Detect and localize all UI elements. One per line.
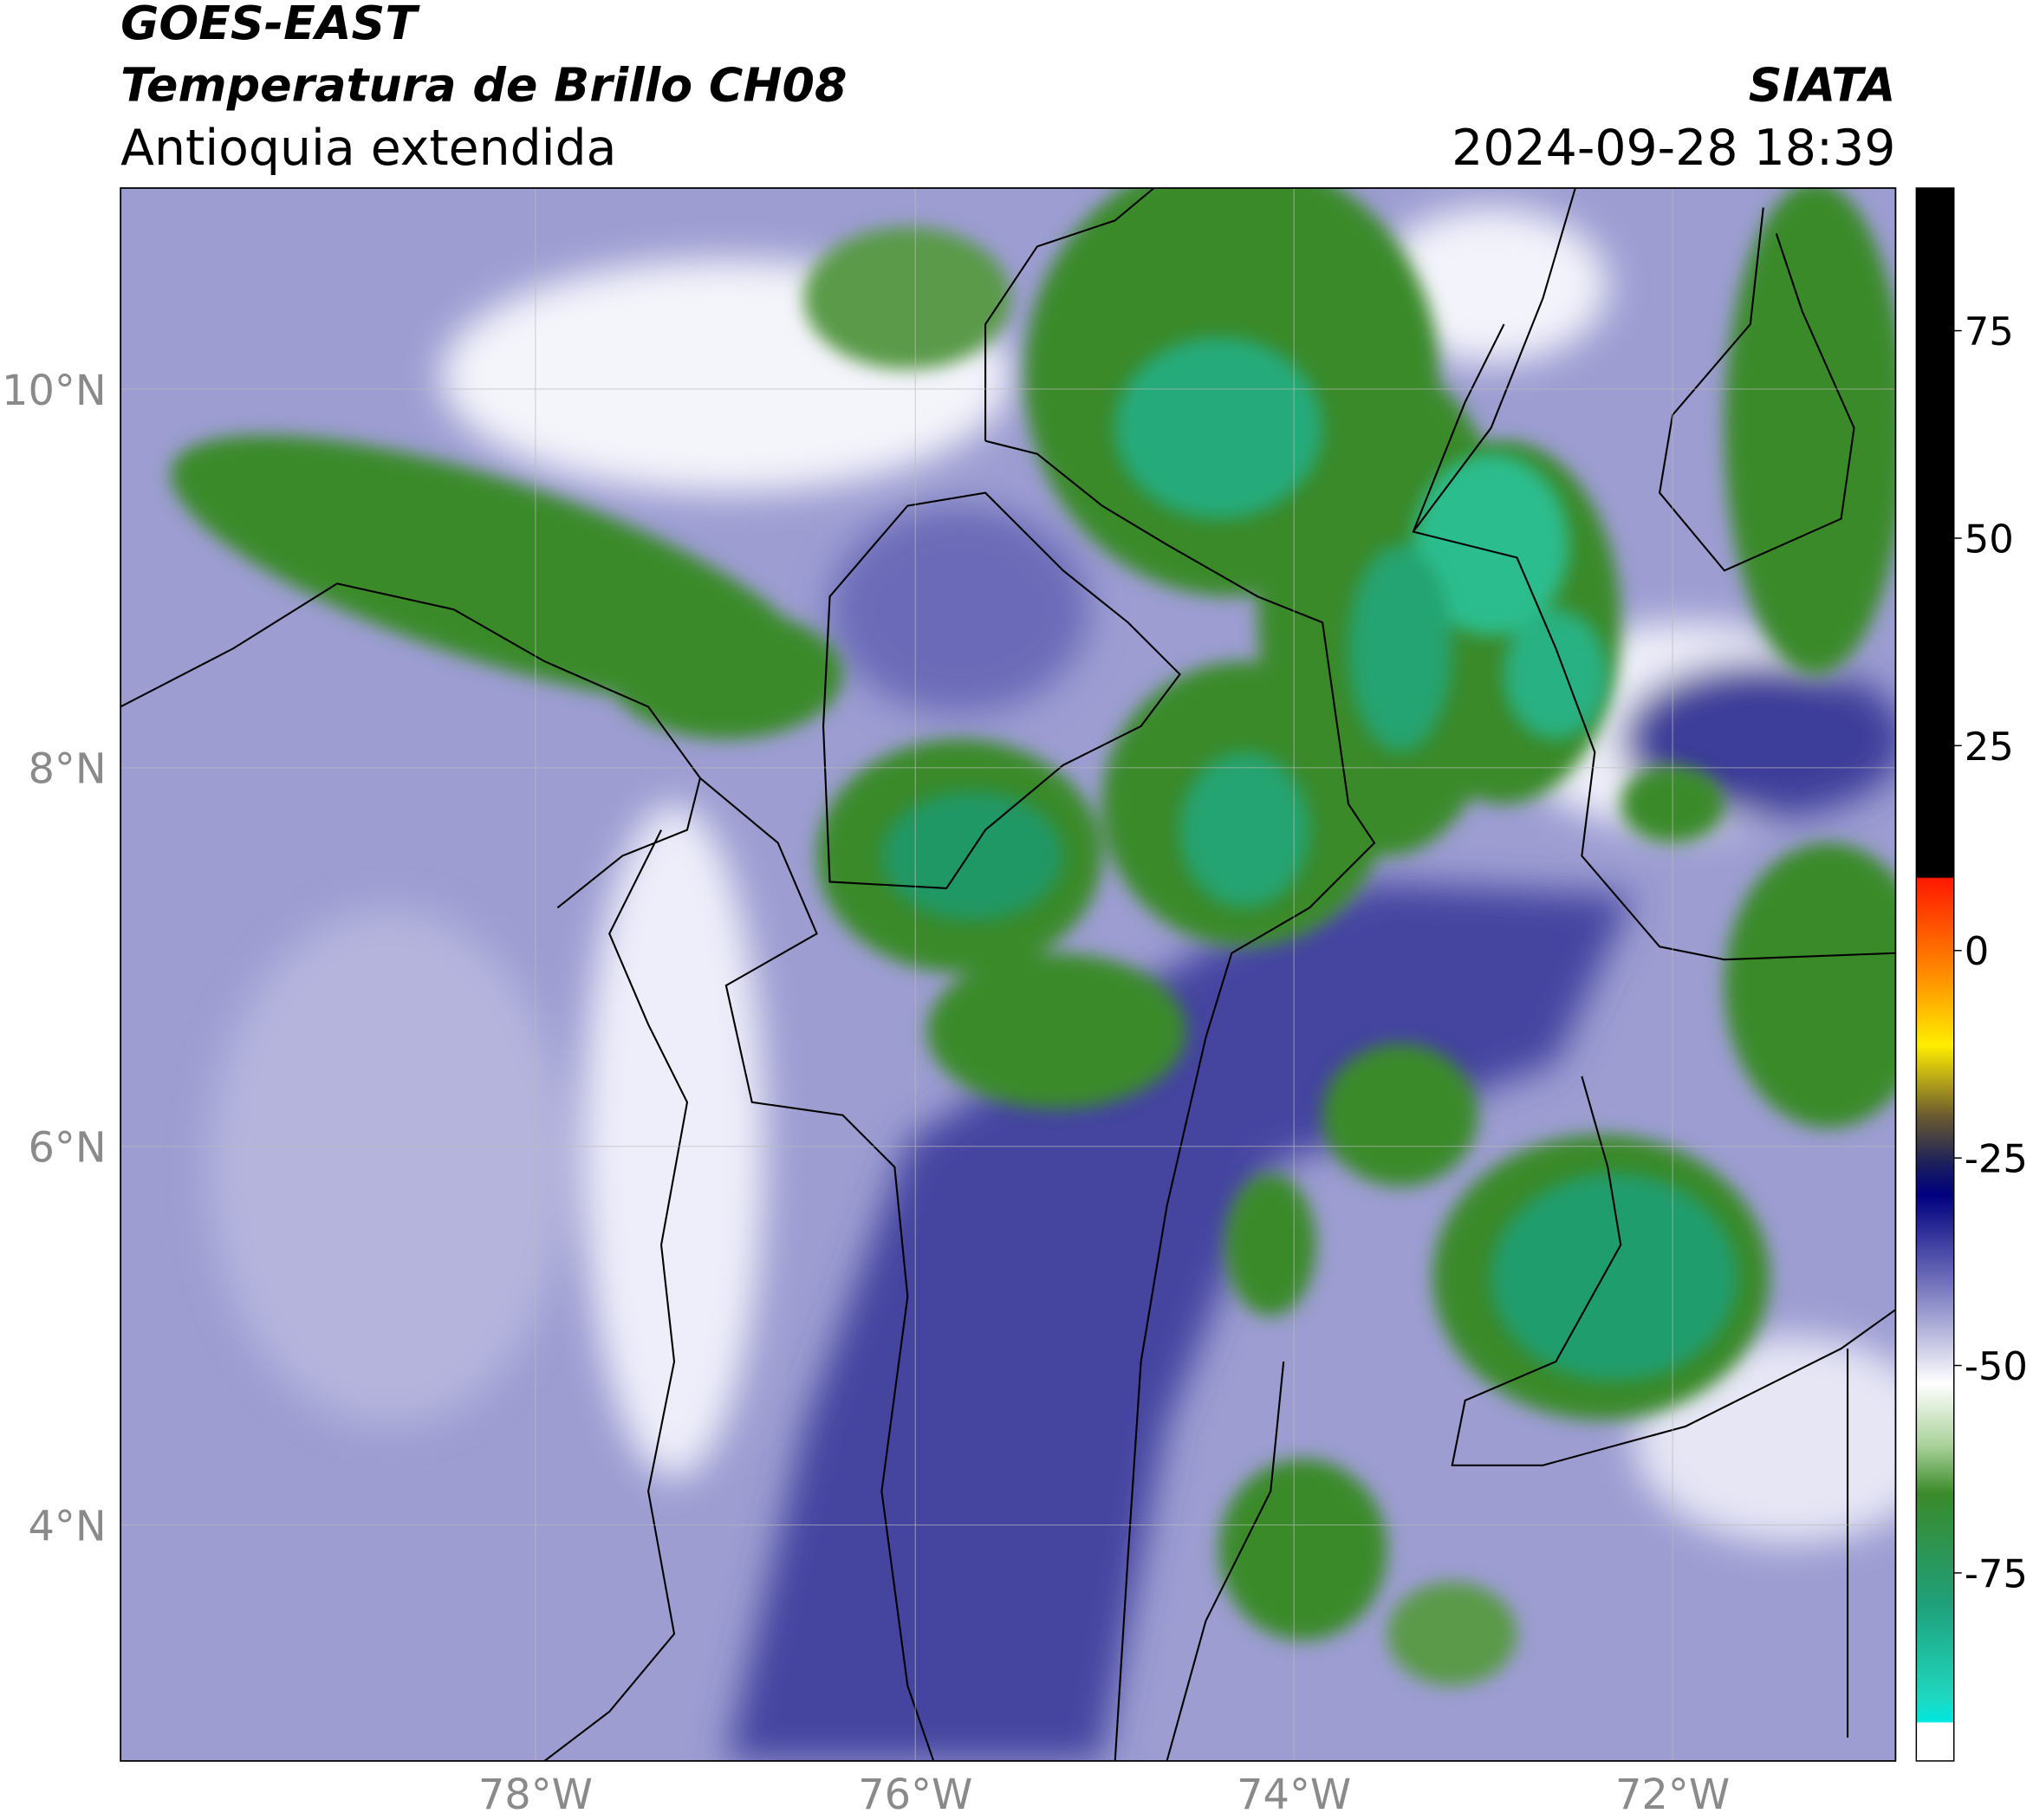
title-1: GOES-EAST — [120, 0, 420, 50]
colorbar: 75 50 25 0 -25 -50 -75 — [1915, 187, 2028, 1762]
datetime: 2024-09-28 18:39 — [1452, 120, 1895, 177]
colorbar-label: -25 — [1965, 1136, 2028, 1182]
lat-label: 10°N — [2, 367, 107, 415]
colorbar-label: -50 — [1965, 1343, 2028, 1389]
lon-label: 74°W — [1237, 1771, 1351, 1819]
lon-label: 76°W — [858, 1771, 972, 1819]
lon-label: 78°W — [478, 1771, 593, 1819]
colorbar-label: -75 — [1965, 1550, 2028, 1596]
colorbar-ticks: 75 50 25 0 -25 -50 -75 — [1953, 309, 2028, 1596]
colorbar-label: 0 — [1965, 928, 1990, 974]
map-frame — [120, 187, 1897, 1762]
colorbar-label: 75 — [1965, 309, 2014, 354]
lat-label: 8°N — [28, 746, 106, 794]
colorbar-scale — [1915, 187, 1955, 1762]
subtitle: Antioquia extendida — [120, 120, 616, 177]
lon-labels: 78°W 76°W 74°W 72°W — [478, 1771, 1730, 1819]
lat-labels: 10°N 8°N 6°N 4°N — [2, 367, 107, 1551]
satellite-image — [120, 188, 1896, 1761]
borders — [120, 188, 1896, 1761]
title-2: Temperatura de Brillo CH08 — [120, 58, 847, 113]
lat-label: 4°N — [28, 1504, 106, 1551]
colorbar-label: 50 — [1965, 516, 2014, 562]
graticule — [120, 188, 1896, 1761]
source: SIATA — [1749, 58, 1896, 113]
colorbar-label: 25 — [1965, 724, 2014, 770]
lat-label: 6°N — [28, 1125, 106, 1173]
lon-label: 72°W — [1615, 1771, 1730, 1819]
